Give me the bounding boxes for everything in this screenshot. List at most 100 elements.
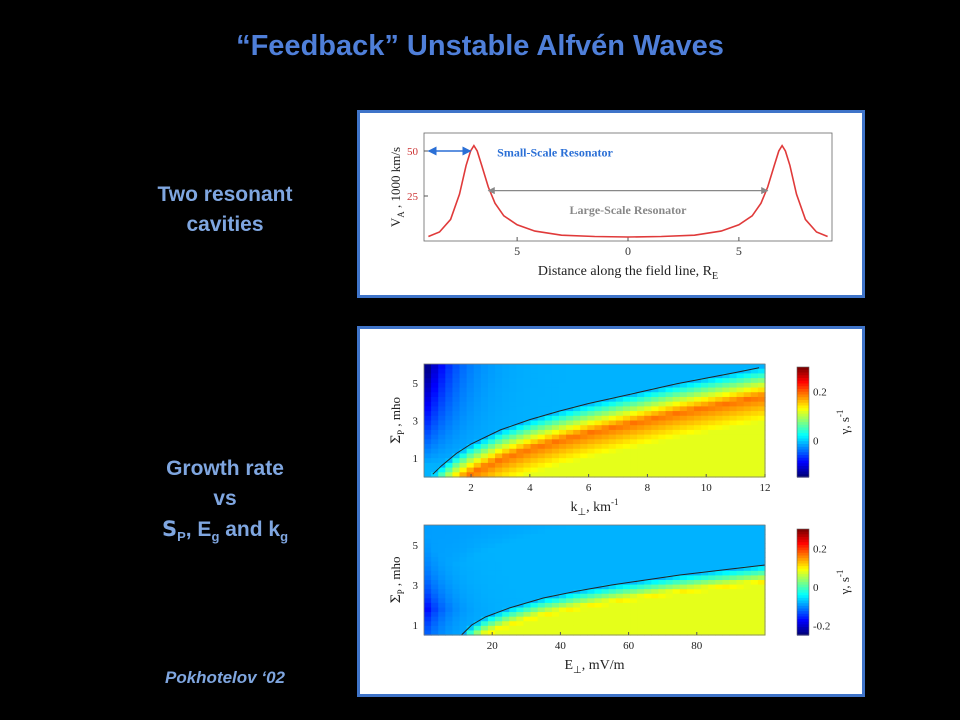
heatmap-cell [530,364,539,370]
heatmap-cell [424,411,432,417]
heatmap-cell [736,543,745,549]
heatmap-cell [551,453,560,459]
heatmap-cell [566,387,574,393]
heatmap-cell [715,411,723,417]
heatmap-cell [473,382,482,389]
heatmap-cell [594,458,603,464]
heatmap-cell [693,396,702,403]
heatmap-cell [431,378,439,384]
heatmap-cell [502,630,510,636]
heatmap-cell [672,621,681,627]
heatmap-cell [615,612,624,618]
heatmap-cell [750,580,759,586]
heatmap-cell [558,472,567,478]
heatmap-cell [594,630,603,636]
heatmap-cell [487,453,496,459]
heatmap-cell [445,557,454,563]
heatmap-cell [502,420,510,426]
heatmap-cell [644,589,652,595]
heatmap-cell [523,612,532,618]
heatmap-cell [608,434,617,440]
heatmap-cell [487,401,496,407]
heatmap-cell [487,472,496,478]
heatmap-cell [594,387,603,393]
heatmap-cell [615,415,624,422]
heatmap-cell [743,378,752,384]
heatmap-cell [537,406,546,412]
heatmap-cell [459,387,468,393]
heatmap-cell [757,630,766,636]
heatmap-cell [757,453,766,459]
heatmap-cell [424,444,432,450]
heatmap-cell [516,444,525,450]
heatmap-cell [630,448,638,455]
heatmap-cell [551,462,560,469]
heatmap-cell [743,580,752,586]
colorbar-tick-label: 0.2 [813,386,827,398]
heatmap-cell [715,561,723,567]
heatmap-cell [587,616,596,622]
heatmap-cell [658,453,667,459]
heatmap-cell [587,368,596,375]
heatmap-cell [424,439,432,445]
colorbar-segment [797,547,809,551]
heatmap-cell [622,529,631,535]
heatmap-cell [523,525,532,531]
heatmap-cell [715,584,723,590]
heatmap-cell [693,552,702,558]
heatmap-cell [630,425,638,431]
heatmap-cell [686,607,695,613]
heatmap-cell [502,401,510,407]
heatmap-cell [722,630,731,636]
heatmap-cell [509,625,517,632]
heatmap-cell [693,570,702,577]
heatmap-cell [608,396,617,403]
heatmap-cell [480,525,489,531]
heatmap-cell [558,534,567,540]
heatmap-cell [445,434,454,440]
heatmap-cell [693,373,702,379]
heatmap-cell [459,625,468,632]
colorbar-segment [797,468,809,473]
heatmap-cell [544,621,553,627]
heatmap-cell [424,406,432,412]
heatmap-cell [601,382,610,389]
heatmap-cell [622,429,631,436]
heatmap-cell [587,364,596,370]
heatmap-cell [701,382,709,389]
heatmap-cell [743,364,752,370]
heatmap-cell [601,570,610,577]
heatmap-cell [750,364,759,370]
heatmap-cell [608,415,617,422]
heatmap-cell [693,589,702,595]
heatmap-cell [651,472,660,478]
heatmap-cell [750,415,759,422]
heatmap-cell [566,607,574,613]
heatmap-cell [658,534,667,540]
heatmap-cell [424,467,432,473]
heatmap-cell [516,392,525,398]
x-tick-label: 10 [701,482,713,494]
heatmap-cell [708,472,716,478]
heatmap-cell [644,557,652,563]
heatmap-cell [445,566,454,572]
heatmap-cell [729,420,738,426]
heatmap-cell [537,630,546,636]
heatmap-cell [438,625,446,632]
heatmap-cell [452,570,461,577]
heatmap-cell [679,616,688,622]
heatmap-cell [566,529,574,535]
heatmap-cell [651,557,660,563]
heatmap-cell [693,364,702,370]
heatmap-cell [651,378,660,384]
heatmap-cell [594,368,603,375]
heatmap-cell [487,525,496,531]
heatmap-cell [601,364,610,370]
heatmap-cell [431,575,439,581]
heatmap-cell [622,612,631,618]
heatmap-cell [722,552,731,558]
heatmap-cell [715,364,723,370]
heatmap-cell [466,566,475,572]
heatmap-cell [516,612,525,618]
heatmap-cell [431,538,439,544]
